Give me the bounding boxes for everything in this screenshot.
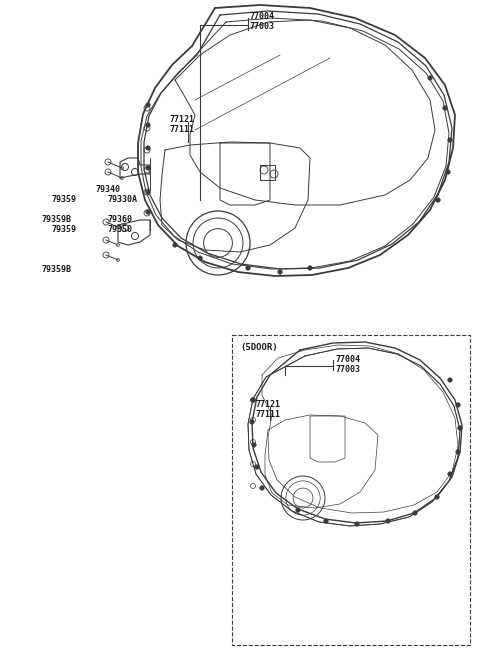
Circle shape	[146, 210, 150, 215]
Text: 79359B: 79359B	[42, 265, 72, 274]
Circle shape	[436, 198, 440, 202]
Circle shape	[146, 103, 150, 107]
Circle shape	[324, 519, 328, 523]
Circle shape	[252, 443, 256, 447]
Text: 79350: 79350	[108, 225, 133, 234]
Text: 77111: 77111	[170, 125, 195, 134]
Circle shape	[198, 256, 202, 260]
Circle shape	[308, 266, 312, 270]
Circle shape	[146, 146, 150, 150]
Text: 79359B: 79359B	[42, 215, 72, 224]
Circle shape	[458, 426, 462, 430]
Circle shape	[443, 106, 447, 110]
Circle shape	[428, 76, 432, 80]
Circle shape	[296, 508, 300, 512]
Text: 79359: 79359	[52, 225, 77, 234]
Text: 79330A: 79330A	[108, 195, 138, 204]
Circle shape	[413, 511, 417, 515]
Bar	[232, 335, 470, 645]
Circle shape	[448, 378, 452, 382]
Circle shape	[448, 472, 452, 476]
Circle shape	[446, 170, 450, 174]
Circle shape	[246, 266, 250, 270]
Circle shape	[355, 522, 359, 526]
Circle shape	[278, 270, 282, 274]
Circle shape	[250, 420, 254, 424]
Circle shape	[251, 398, 255, 402]
Text: 77004: 77004	[250, 12, 275, 21]
Circle shape	[146, 190, 150, 194]
Text: 77121: 77121	[170, 115, 195, 124]
Circle shape	[146, 166, 150, 170]
Text: 77004: 77004	[335, 355, 360, 364]
Circle shape	[456, 403, 460, 407]
Text: 77121: 77121	[255, 400, 280, 409]
Circle shape	[173, 243, 177, 247]
Circle shape	[456, 450, 460, 454]
Text: 79360: 79360	[108, 215, 133, 224]
Text: (5DOOR): (5DOOR)	[240, 343, 277, 352]
Text: 77111: 77111	[255, 410, 280, 419]
Circle shape	[448, 138, 452, 142]
Text: 79359: 79359	[52, 195, 77, 204]
Circle shape	[435, 495, 439, 499]
Text: 77003: 77003	[335, 365, 360, 374]
Circle shape	[255, 465, 259, 469]
Circle shape	[260, 486, 264, 490]
Text: 77003: 77003	[250, 22, 275, 31]
Circle shape	[146, 123, 150, 127]
Circle shape	[386, 519, 390, 523]
Text: 79340: 79340	[95, 185, 120, 194]
